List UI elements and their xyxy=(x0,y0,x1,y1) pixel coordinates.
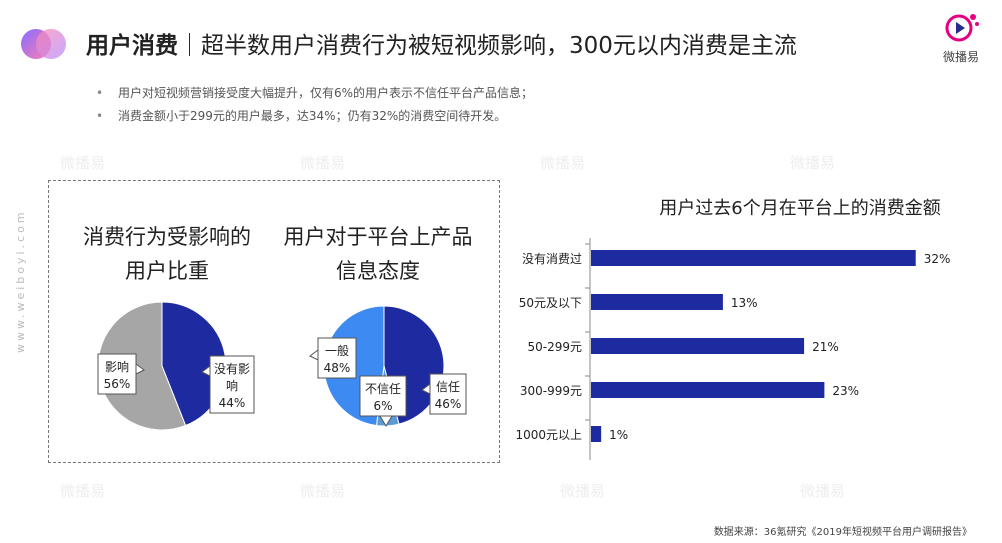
pie2-title: 用户对于平台上产品 信息态度 xyxy=(272,220,484,288)
pie2-chart: 信任 46% 不信任 6% 一般 48% xyxy=(309,305,467,427)
bar-value-label: 32% xyxy=(924,252,951,266)
bar-chart-title: 用户过去6个月在平台上的消费金额 xyxy=(659,198,941,219)
pie-slice-label: 不信任 6% xyxy=(359,375,407,427)
data-source: 数据来源：36氪研究《2019年短视频平台用户调研报告》 xyxy=(713,527,972,538)
bar-category-label: 50-299元 xyxy=(527,340,582,354)
pie-slice-value: 44% xyxy=(219,396,246,410)
brand-text: 微播易 xyxy=(942,50,979,64)
bar-category-label: 300-999元 xyxy=(520,384,582,398)
pie-slice-value: 48% xyxy=(324,361,351,375)
pie1-title-line1: 消费行为受影响的 xyxy=(83,225,251,249)
pie-slice-name: 一般 xyxy=(325,343,349,358)
watermark: 微播易 xyxy=(60,482,106,500)
pie-slice-label: 影响 56% xyxy=(97,353,145,395)
side-url: www.weiboyi.com xyxy=(12,205,27,355)
pie1-title-line2: 用户比重 xyxy=(125,259,209,283)
page-title-strong: 用户消费 xyxy=(86,33,178,59)
bar-category-label: 50元及以下 xyxy=(519,296,582,310)
watermark: 微播易 xyxy=(560,482,606,500)
page-title-rest: ｜超半数用户消费行为被短视频影响，300元以内消费是主流 xyxy=(178,33,797,59)
bar-value-label: 1% xyxy=(609,428,628,442)
pie-slice-value: 6% xyxy=(373,399,392,413)
pie1-title: 消费行为受影响的 用户比重 xyxy=(62,220,272,288)
page-title: 用户消费｜超半数用户消费行为被短视频影响，300元以内消费是主流 xyxy=(86,26,797,60)
watermark: 微播易 xyxy=(300,482,346,500)
pie-slice-name: 影响 xyxy=(105,359,129,374)
brand-logo-icon xyxy=(21,29,66,59)
bar xyxy=(591,382,825,398)
pie2-title-line2: 信息态度 xyxy=(336,259,420,283)
bar-value-label: 13% xyxy=(731,296,758,310)
bar xyxy=(591,426,602,442)
bullet-item: 用户对短视频营销接受度大幅提升，仅有6%的用户表示不信任平台产品信息； xyxy=(96,82,533,105)
bar-value-label: 21% xyxy=(812,340,839,354)
pie-slice-name: 不信任 xyxy=(365,382,401,396)
pie-slice-label: 一般 48% xyxy=(309,337,357,379)
watermark: 微播易 xyxy=(300,154,346,172)
watermark: 微播易 xyxy=(60,154,106,172)
bar-chart: 没有消费过 32% 50元及以下 13% 50-299元 21% 300-999元 23% 10… xyxy=(515,238,951,460)
watermark: 微播易 xyxy=(790,154,836,172)
pie-slice-value: 56% xyxy=(104,377,131,391)
pie-slice-value: 46% xyxy=(435,397,462,411)
brand-badge: 微播易 xyxy=(932,12,990,64)
pie-slice-label: 信任 46% xyxy=(421,373,467,415)
bar xyxy=(591,338,805,354)
bar-category-label: 没有消费过 xyxy=(522,251,582,266)
pie-slice-name: 没有影 xyxy=(214,361,250,376)
watermark: 微播易 xyxy=(540,154,586,172)
pie2-title-line1: 用户对于平台上产品 xyxy=(283,225,473,249)
summary-bullets: 用户对短视频营销接受度大幅提升，仅有6%的用户表示不信任平台产品信息； 消费金额… xyxy=(96,82,533,128)
bar xyxy=(591,250,916,266)
pie-slice-name: 响 xyxy=(226,378,238,393)
bar xyxy=(591,294,723,310)
bar-value-label: 23% xyxy=(832,384,859,398)
bullet-item: 消费金额小于299元的用户最多，达34%；仍有32%的消费空间待开发。 xyxy=(96,105,533,128)
pie-charts-panel xyxy=(48,180,500,463)
bar-category-label: 1000元以上 xyxy=(515,428,582,442)
play-icon xyxy=(945,14,979,42)
watermark: 微播易 xyxy=(800,482,846,500)
pie-slice-name: 信任 xyxy=(436,380,460,394)
side-url-text: www.weiboyi.com xyxy=(14,209,27,353)
